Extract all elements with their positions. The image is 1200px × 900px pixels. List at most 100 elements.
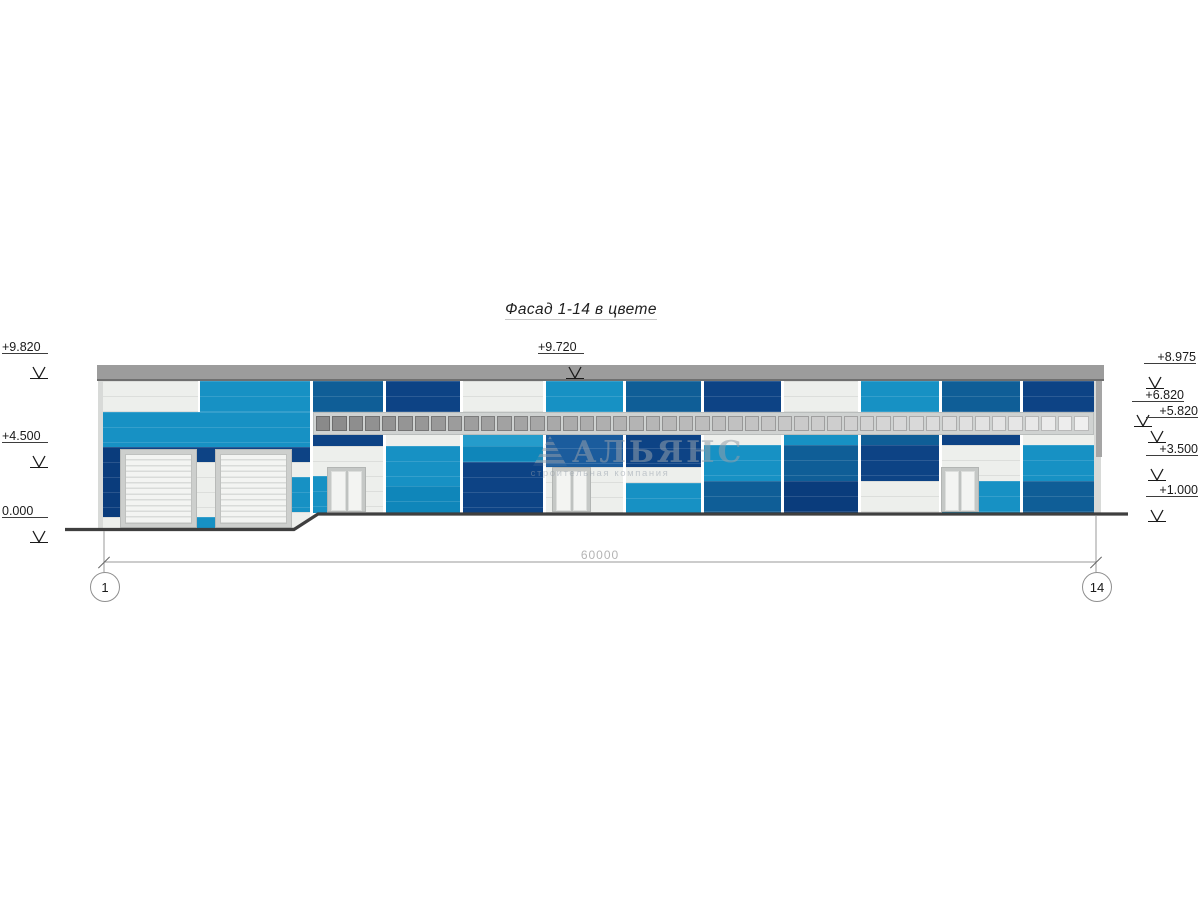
facade-top-panel [386, 381, 460, 412]
facade-panel [942, 433, 1020, 445]
window-pane [497, 416, 512, 431]
window-pane [480, 416, 496, 431]
facade-top-panel [626, 381, 701, 412]
door-leaves [945, 471, 975, 511]
watermark-subtitle: строительная компания [530, 468, 670, 479]
window-pane [1074, 416, 1089, 431]
elevation-value: +3.500 [1159, 442, 1198, 456]
window-pane [794, 416, 809, 431]
door-leaf-right [347, 471, 362, 511]
window-pane [398, 416, 413, 431]
facade-panel [463, 462, 543, 513]
window-pane [645, 416, 661, 431]
facade-panel [292, 477, 310, 512]
door-leaf-left [556, 471, 571, 511]
window-pane [909, 416, 924, 431]
door-split-line [345, 471, 348, 511]
facade-panel [386, 446, 460, 486]
facade-panel [704, 481, 781, 513]
left-corner-trim [98, 379, 104, 528]
door-leaf-left [331, 471, 346, 511]
garage-roller-door [120, 449, 197, 528]
right-downpipe [1096, 379, 1102, 457]
window-pane [1041, 416, 1056, 431]
facade-panel [103, 517, 310, 528]
door-leaves [331, 471, 362, 511]
facade-panel [784, 445, 858, 481]
window-pane [464, 416, 479, 431]
window-pane [843, 416, 858, 431]
facade-panel [704, 433, 781, 445]
window-pane [447, 416, 463, 431]
window-pane [332, 416, 347, 431]
elevation-leader-line [1144, 363, 1196, 364]
elevation-mark: +1.000 [1146, 483, 1198, 523]
facade-panel [103, 447, 120, 517]
entrance-double-door [552, 467, 591, 512]
elevation-leader-line [1146, 496, 1198, 497]
garage-roller-door [215, 449, 292, 528]
elevation-mark: +4.500 [2, 429, 48, 469]
elevation-leader-line [538, 353, 584, 354]
facade-panel [626, 433, 701, 467]
elevation-value: +6.820 [1145, 388, 1184, 402]
window-pane [728, 416, 743, 431]
facade-panel [784, 433, 858, 445]
elevation-value: +1.000 [1159, 483, 1198, 497]
facade-panel [861, 481, 939, 513]
elevation-leader-line [2, 353, 48, 354]
elevation-leader-line [2, 442, 48, 443]
facade-panel [626, 483, 701, 513]
window-pane [365, 416, 380, 431]
window-pane [316, 416, 331, 431]
entrance-double-door [327, 467, 366, 512]
window-pane [348, 416, 364, 431]
window-pane [711, 416, 727, 431]
elevation-value: +4.500 [2, 429, 41, 443]
facade-panel [386, 486, 460, 513]
elevation-mark: +8.975 [1144, 351, 1196, 390]
elevation-value: +9.820 [2, 340, 41, 354]
elevation-leader-line [1146, 417, 1198, 418]
facade-top-panel [704, 381, 781, 412]
window-pane [1057, 416, 1073, 431]
drawing-title-underline [505, 319, 657, 320]
window-pane [381, 416, 397, 431]
elevation-mark: +6.820 [1132, 388, 1184, 428]
window-pane [925, 416, 941, 431]
facade-top-panel [313, 381, 383, 412]
elevation-value: 0.000 [2, 504, 34, 518]
facade-panel [1023, 445, 1094, 481]
watermark-brand: АЛЬЯНС [572, 435, 745, 470]
facade-panel [386, 433, 460, 446]
ground-line [65, 512, 1128, 532]
door-split-line [959, 471, 961, 511]
window-pane [596, 416, 611, 431]
facade-panel [1023, 433, 1094, 445]
facade-panel [313, 433, 383, 446]
window-pane [563, 416, 578, 431]
elevation-mark: +9.720 [538, 340, 584, 380]
dimension-label: 60000 [580, 548, 620, 562]
facade-panel [861, 433, 939, 445]
garage-door-slats [220, 454, 287, 524]
window-pane [1008, 416, 1023, 431]
facade-top-panel [784, 381, 858, 412]
elevation-leader-line [2, 517, 48, 518]
elevation-value: +9.720 [538, 340, 577, 354]
window-pane [662, 416, 677, 431]
facade-panel [103, 412, 310, 447]
window-pane [546, 416, 562, 431]
ribbon-window-band [313, 412, 1094, 435]
window-pane [777, 416, 793, 431]
window-pane [942, 416, 957, 431]
window-pane [827, 416, 842, 431]
door-leaf-right [572, 471, 587, 511]
facade-top-panel [103, 381, 198, 412]
facade-panel [784, 481, 858, 513]
window-pane [859, 416, 875, 431]
facade-panel [463, 433, 543, 446]
window-pane [530, 416, 545, 431]
elevation-value: +5.820 [1159, 404, 1198, 418]
